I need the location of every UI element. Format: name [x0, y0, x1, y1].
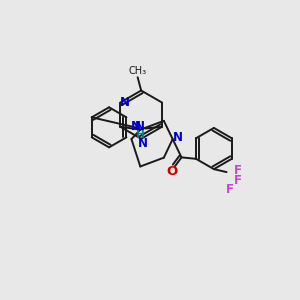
Text: H: H: [136, 130, 144, 140]
Text: F: F: [233, 174, 242, 188]
Text: F: F: [233, 164, 242, 177]
Text: N: N: [120, 95, 130, 109]
Text: O: O: [167, 165, 178, 178]
Text: N: N: [138, 137, 148, 150]
Text: N: N: [135, 120, 145, 133]
Text: F: F: [226, 183, 233, 196]
Text: CH₃: CH₃: [129, 66, 147, 76]
Text: N: N: [173, 131, 183, 144]
Text: N: N: [130, 120, 141, 133]
